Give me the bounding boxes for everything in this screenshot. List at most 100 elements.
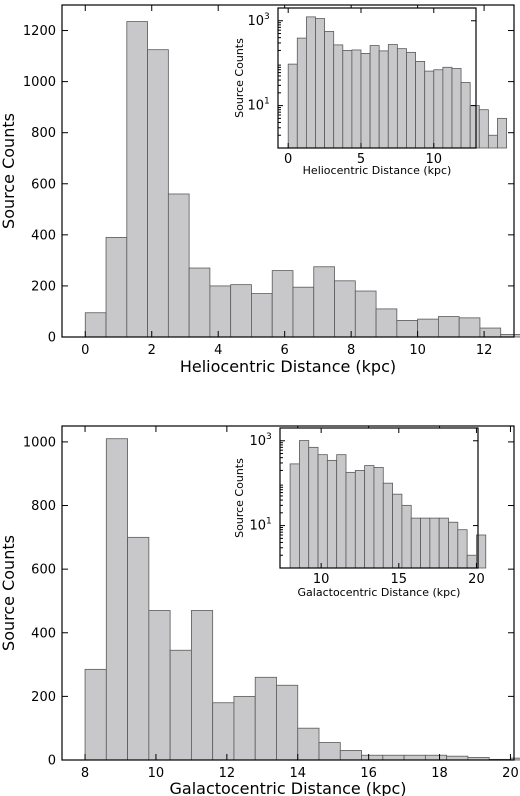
inset-y-tick-label-0: 10 — [247, 99, 264, 114]
y-tick-label-0: 0 — [48, 331, 56, 346]
inset-bar-13 — [406, 51, 416, 149]
inset-bar-15 — [424, 70, 435, 149]
inset-bar-7 — [351, 49, 362, 149]
inset-bar-9 — [369, 45, 380, 149]
bar-9 — [276, 684, 299, 761]
y-tick-label-4: 800 — [31, 499, 56, 514]
inset-bar-13 — [410, 517, 421, 569]
y-tick-label-4: 800 — [31, 126, 56, 141]
galactocentric-inset-ylabel: Source Counts — [233, 458, 246, 538]
heliocentric-xlabel: Heliocentric Distance (kpc) — [180, 357, 396, 376]
bar-6 — [212, 702, 235, 761]
inset-bar-8 — [364, 465, 375, 569]
x-tick-label-5: 10 — [409, 343, 426, 358]
x-tick-label-6: 12 — [476, 343, 493, 358]
bar-8 — [251, 293, 273, 338]
inset-bar-1 — [296, 37, 307, 149]
inset-bar-20 — [469, 105, 480, 149]
bar-14 — [375, 308, 398, 338]
bar-6 — [209, 285, 232, 338]
y-tick-label-1: 200 — [31, 279, 56, 294]
x-tick-label-5: 18 — [431, 766, 448, 781]
x-tick-label-1: 2 — [148, 343, 156, 358]
inset-bar-12 — [401, 504, 412, 569]
x-tick-label-2: 4 — [214, 343, 222, 358]
inset-x-tick-label-2: 10 — [426, 152, 443, 167]
bar-13 — [361, 754, 384, 761]
inset-bar-10 — [378, 50, 389, 149]
bar-12 — [334, 280, 356, 338]
inset-bar-19 — [466, 554, 477, 569]
y-tick-label-3: 600 — [31, 563, 56, 578]
inset-y-tick-exponent-1: 3 — [266, 432, 272, 442]
inset-y-tick-exponent-0: 1 — [266, 517, 272, 527]
inset-bar-2 — [305, 16, 316, 149]
y-tick-label-0: 0 — [48, 754, 56, 769]
inset-bar-15 — [429, 517, 440, 569]
bar-11 — [313, 266, 335, 338]
bar-16 — [417, 318, 439, 338]
inset-bar-14 — [415, 61, 426, 149]
bar-1 — [105, 236, 128, 338]
bar-19 — [479, 327, 502, 338]
x-tick-label-0: 8 — [81, 766, 89, 781]
inset-bar-3 — [317, 454, 328, 569]
inset-bar-12 — [396, 48, 407, 149]
bar-15 — [396, 319, 419, 338]
inset-bar-22 — [487, 134, 498, 149]
inset-bar-5 — [333, 44, 344, 149]
bar-17 — [437, 316, 460, 338]
x-tick-label-4: 8 — [347, 343, 355, 358]
bar-15 — [403, 754, 426, 761]
inset-bar-0 — [289, 463, 300, 569]
inset-bar-4 — [326, 459, 338, 569]
inset-bar-1 — [299, 440, 310, 569]
inset-x-tick-label-1: 5 — [357, 152, 365, 167]
inset-bar-21 — [478, 109, 489, 149]
x-tick-label-6: 20 — [502, 766, 519, 781]
galactocentric-inset-bars — [289, 440, 487, 569]
inset-bar-11 — [387, 44, 398, 149]
bar-14 — [382, 754, 405, 761]
inset-bar-10 — [382, 482, 393, 569]
inset-y-tick-label-1: 10 — [247, 14, 264, 29]
x-tick-label-4: 16 — [360, 766, 377, 781]
y-tick-label-2: 400 — [31, 228, 56, 243]
inset-x-tick-label-2: 20 — [468, 572, 485, 587]
x-tick-label-2: 12 — [219, 766, 236, 781]
inset-bar-11 — [392, 493, 403, 569]
bar-7 — [230, 284, 252, 338]
inset-bar-4 — [324, 31, 335, 149]
inset-bar-5 — [336, 454, 347, 569]
x-tick-label-3: 6 — [281, 343, 289, 358]
bar-9 — [271, 270, 294, 338]
y-tick-label-5: 1000 — [23, 435, 56, 450]
bar-7 — [233, 695, 256, 761]
x-tick-label-0: 0 — [81, 343, 89, 358]
inset-x-tick-label-0: 0 — [284, 152, 292, 167]
heliocentric-inset-xlabel: Heliocentric Distance (kpc) — [303, 164, 452, 177]
bar-18 — [458, 317, 481, 338]
bar-3 — [148, 610, 171, 761]
bar-3 — [147, 49, 169, 338]
bar-4 — [167, 193, 190, 338]
inset-bar-16 — [433, 69, 444, 149]
inset-x-tick-label-0: 10 — [313, 572, 330, 587]
inset-bar-18 — [457, 529, 468, 569]
bar-11 — [318, 742, 341, 761]
inset-bar-6 — [345, 471, 356, 569]
bar-16 — [424, 754, 448, 761]
inset-bar-9 — [373, 467, 384, 569]
bar-1 — [105, 438, 128, 761]
galactocentric-ylabel: Source Counts — [0, 535, 18, 651]
x-tick-label-3: 14 — [289, 766, 306, 781]
bar-13 — [354, 290, 377, 338]
inset-bar-18 — [451, 68, 462, 149]
bar-4 — [169, 649, 192, 761]
